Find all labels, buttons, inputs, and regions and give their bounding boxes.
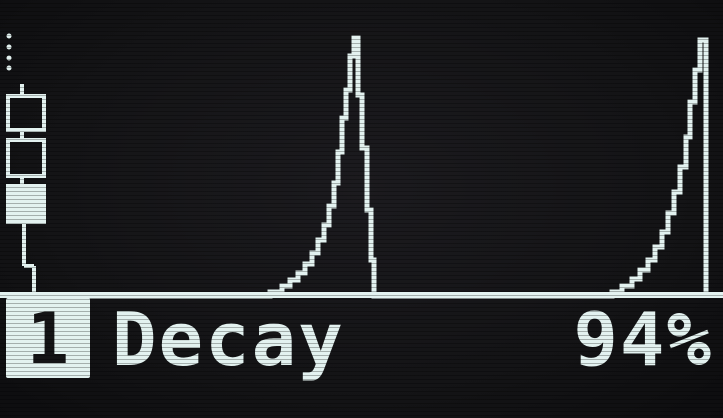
- track-number: 1: [26, 298, 70, 380]
- step-box-empty: [6, 138, 46, 178]
- dot-indicator: [6, 44, 12, 50]
- parameter-value: 94%: [573, 297, 713, 383]
- envelope-curve: [34, 35, 709, 299]
- divider-line: [0, 292, 723, 298]
- dot-indicator: [6, 65, 12, 71]
- dot-indicator: [6, 33, 12, 39]
- parameter-name: Decay: [112, 297, 345, 383]
- track-number-badge: 1: [6, 298, 90, 380]
- status-row: 1 Decay 94%: [0, 294, 723, 404]
- envelope-display: [0, 33, 723, 299]
- dot-indicator: [6, 55, 12, 61]
- step-indicator: [6, 33, 46, 296]
- step-box-filled: [6, 184, 46, 224]
- step-box-empty: [6, 94, 46, 132]
